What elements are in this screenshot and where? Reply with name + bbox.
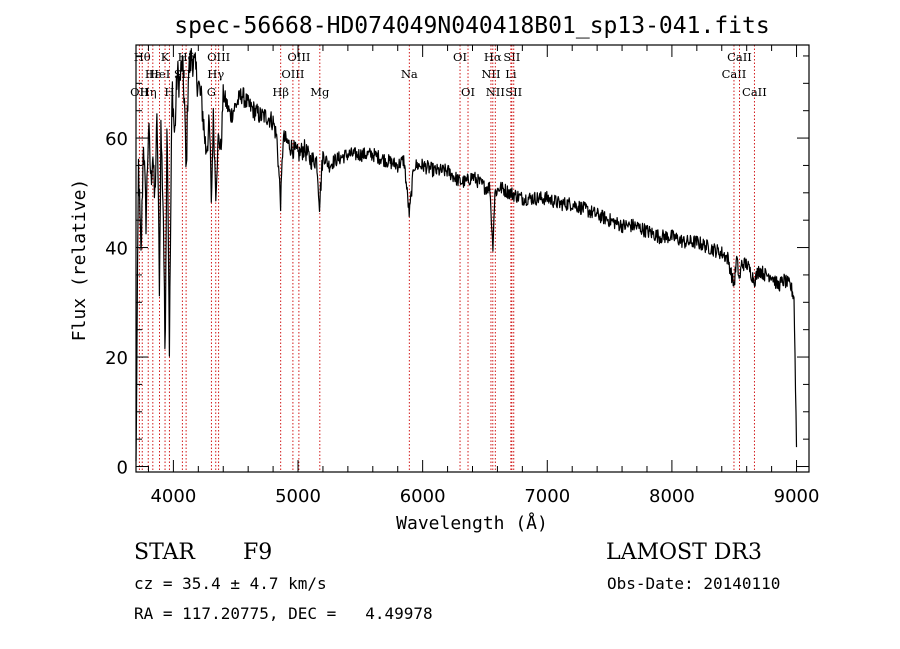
y-tick-label: 40 (105, 239, 128, 260)
spectral-line-label: G (207, 85, 216, 99)
spectral-line-label: K (161, 50, 170, 64)
spectral-line-label: Li (505, 67, 517, 81)
spectral-line-label: CaII (727, 50, 752, 64)
spectral-line-label: Hε (145, 67, 161, 81)
x-tick-label: 5000 (275, 486, 321, 507)
y-tick-label: 0 (117, 458, 128, 479)
x-tick-label: 4000 (150, 486, 196, 507)
spectral-line-label: Hη (140, 85, 157, 99)
spectral-line-label: SII (503, 50, 520, 64)
x-tick-label: 9000 (774, 486, 820, 507)
spectral-line-markers: OIIHθHηHεHeIKHSIIHδGHγOIIIHβOIIIOIIIMgNa… (130, 45, 767, 472)
spectral-line-label: OIII (281, 67, 304, 81)
y-tick-label: 60 (105, 129, 128, 150)
x-axis-label: Wavelength (Å) (396, 512, 548, 534)
y-tick-label: 20 (105, 348, 128, 369)
spectral-line-label: Hβ (272, 85, 289, 99)
x-tick-label: 7000 (524, 486, 570, 507)
spectral-line-label: OIII (287, 50, 310, 64)
spectral-line-label: OIII (207, 50, 230, 64)
spectral-line-label: HeI (149, 67, 170, 81)
axis-ticks: 4000 5000 6000 7000 8000 9000 0 20 40 60 (105, 45, 819, 507)
spectral-line-label: H (164, 85, 174, 99)
spectral-line-label: Na (401, 67, 418, 81)
x-tick-label: 8000 (649, 486, 695, 507)
chart-title: spec-56668-HD074049N040418B01_sp13-041.f… (174, 13, 769, 39)
spectral-line-label: OI (453, 50, 467, 64)
survey-name: LAMOST DR3 (606, 540, 762, 565)
spectral-line-label: NII (481, 67, 500, 81)
spectral-line-label: NII (486, 85, 505, 99)
spectral-line-label: CaII (742, 85, 767, 99)
redshift-value: cz = 35.4 ± 4.7 km/s (134, 574, 327, 593)
object-class: STAR (134, 540, 195, 565)
spectral-line-label: Hα (484, 50, 502, 64)
spectral-line-label: CaII (722, 67, 747, 81)
spectral-line-label: Mg (310, 85, 330, 99)
spectral-line-label: Hγ (207, 67, 224, 81)
x-tick-label: 6000 (400, 486, 446, 507)
observation-date: Obs-Date: 20140110 (607, 574, 781, 593)
object-subclass: F9 (243, 540, 273, 565)
spectral-line-label: OII (130, 85, 149, 99)
spectral-line-label: OI (461, 85, 475, 99)
y-axis-label: Flux (relative) (69, 179, 90, 342)
spectral-line-label: SII (505, 85, 522, 99)
plot-frame (135, 44, 810, 473)
ra-dec-coordinates: RA = 117.20775, DEC = 4.49978 (134, 604, 433, 623)
spectral-line-label: Hθ (134, 50, 151, 64)
flux-series-line (135, 48, 798, 462)
